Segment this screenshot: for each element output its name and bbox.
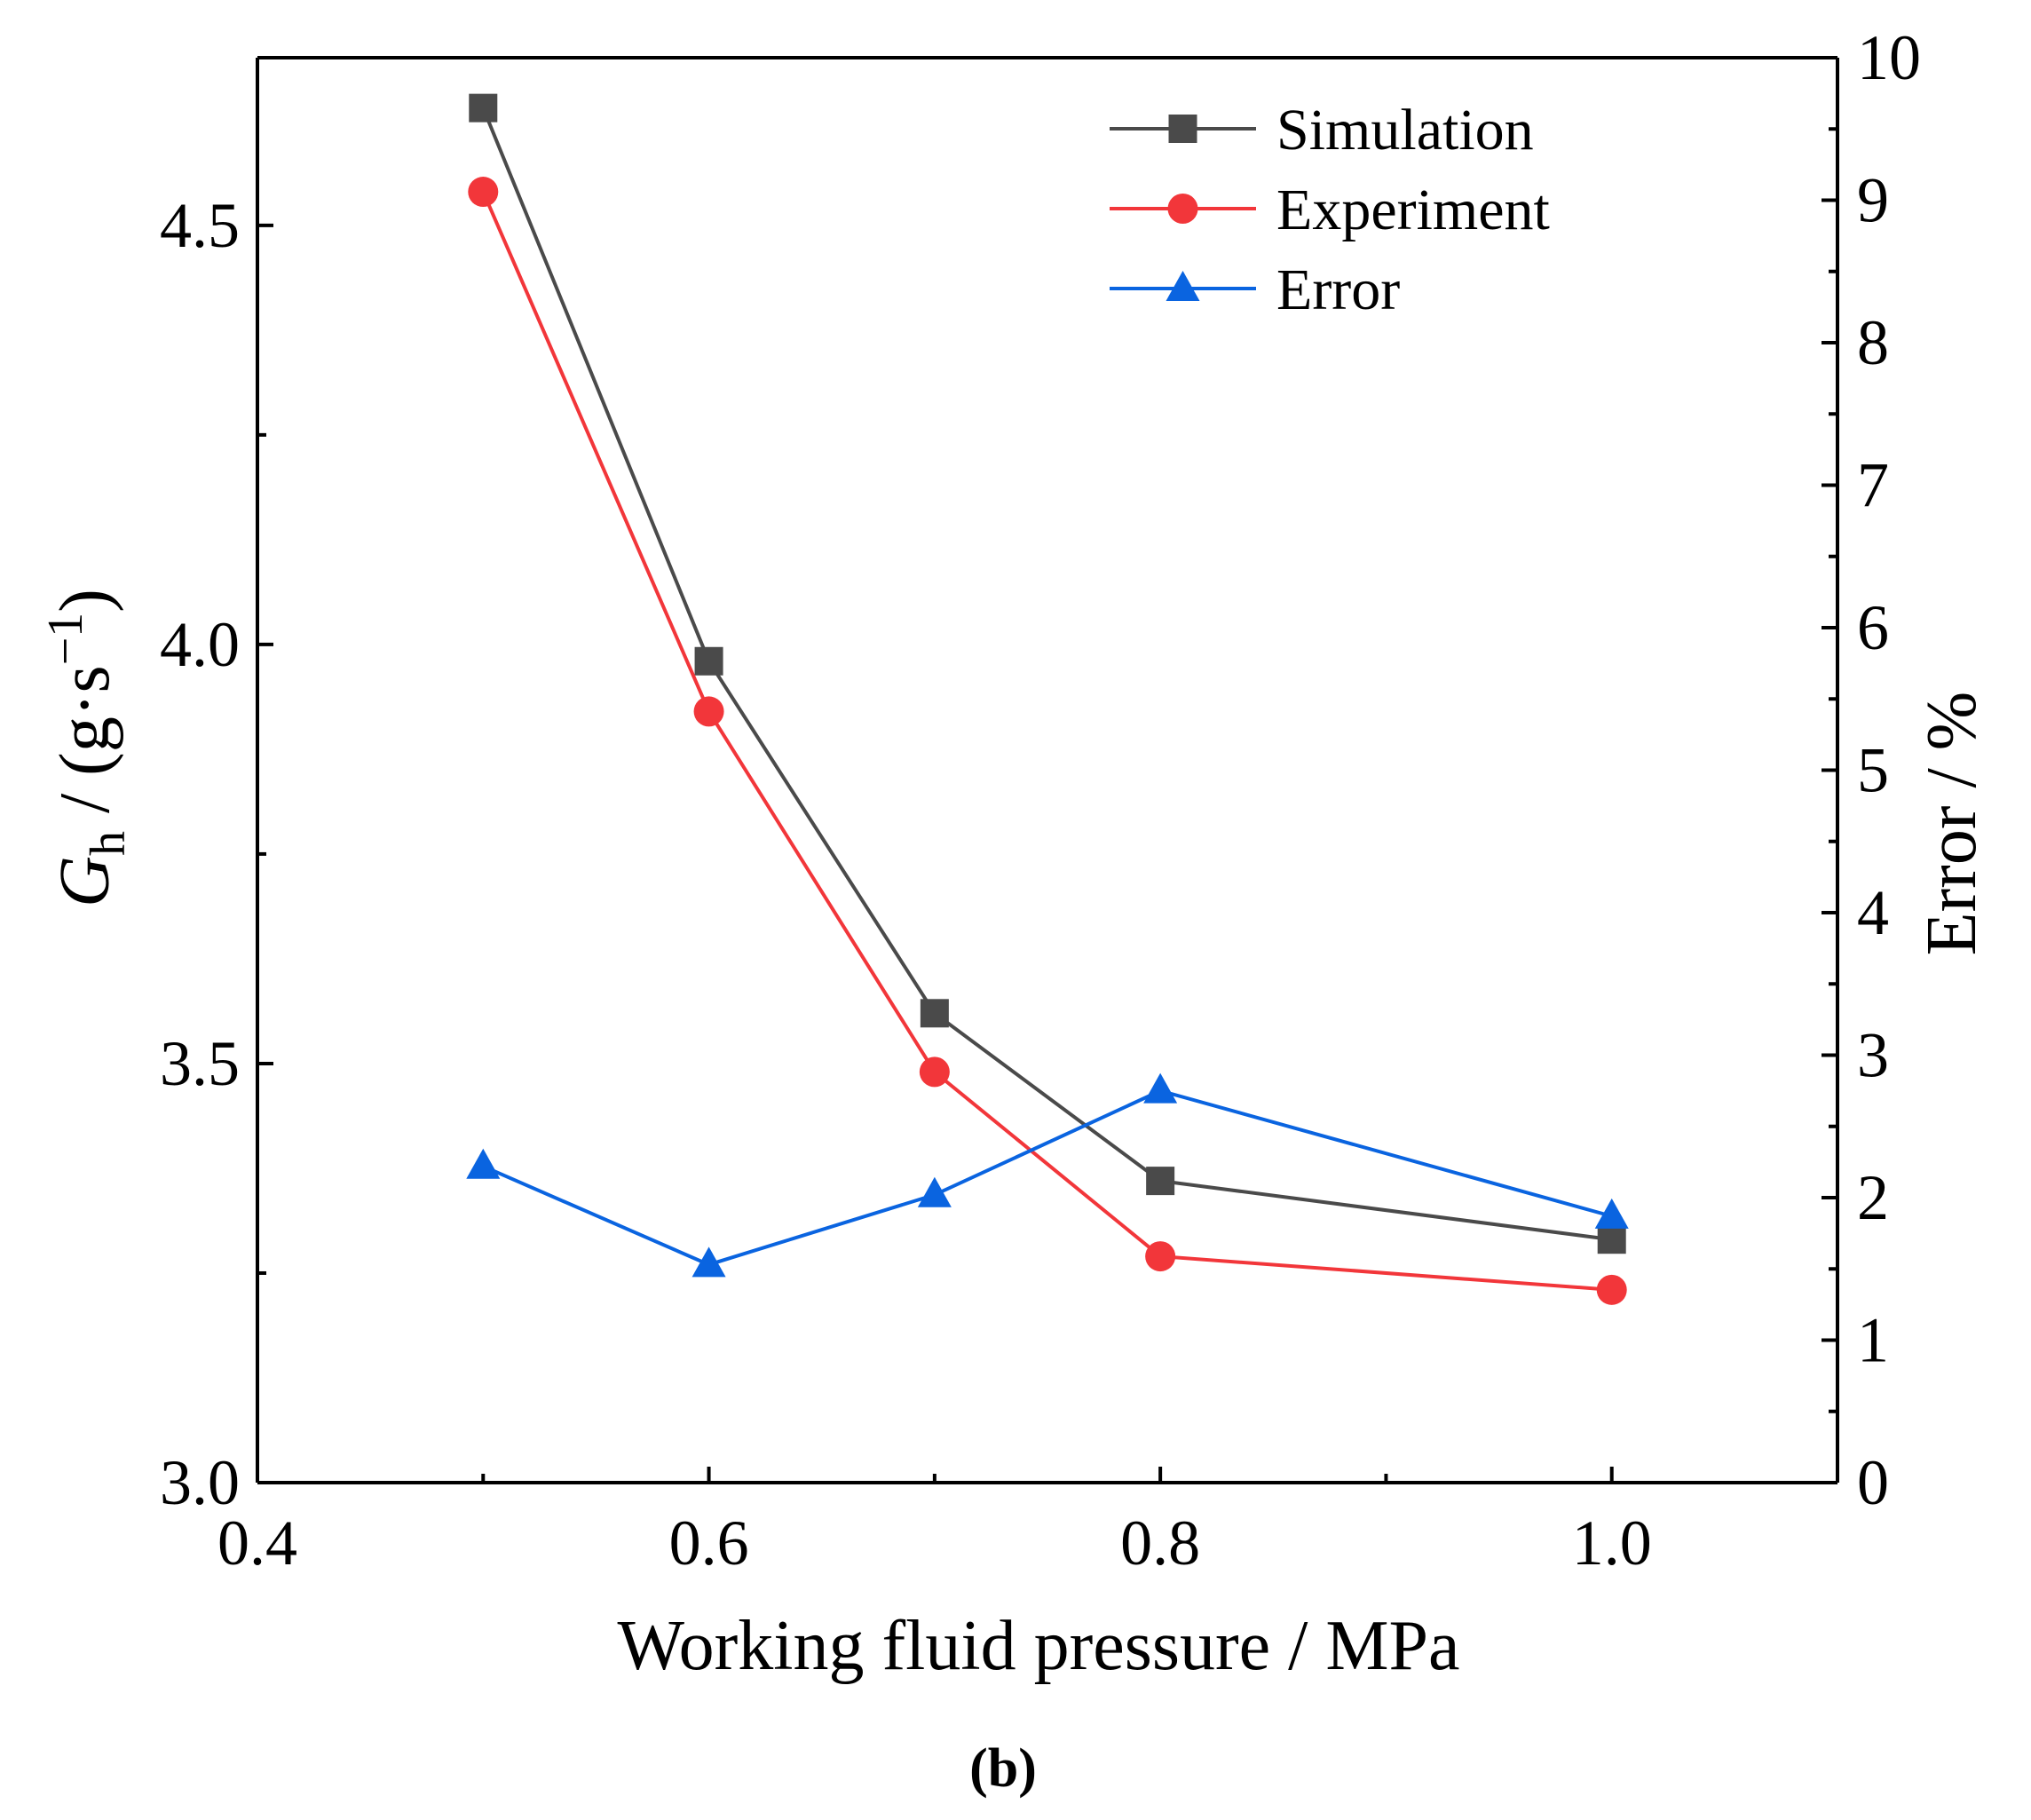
y-right-tick-label: 3 [1857, 1020, 1889, 1091]
y-right-tick-label: 1 [1857, 1305, 1889, 1376]
y-axis-right-title: Error / % [1913, 692, 1991, 956]
simulation-line [481, 107, 1612, 1242]
legend-marker-experiment [1167, 194, 1198, 224]
y-right-tick-label: 6 [1857, 592, 1889, 663]
y-left-tick-label: 4.5 [160, 190, 240, 261]
series-experiment [468, 177, 1627, 1305]
legend-marker-simulation [1168, 115, 1197, 143]
series-error [466, 1072, 1629, 1278]
y-left-tick-label: 3.0 [160, 1447, 240, 1518]
legend-marker-error [1166, 271, 1200, 301]
y-right-tick-label: 5 [1857, 735, 1889, 806]
y-right-tick-label: 9 [1857, 165, 1889, 236]
x-tick-label: 0.8 [1120, 1507, 1200, 1579]
error-point [1143, 1072, 1178, 1104]
y-right-tick-label: 4 [1857, 877, 1889, 948]
y-left-title-exponent: −1 [38, 613, 93, 666]
y-right-tick-label: 10 [1857, 22, 1921, 93]
x-tick-label: 0.4 [217, 1507, 297, 1579]
series-layer [466, 93, 1629, 1305]
error-point [1594, 1198, 1629, 1229]
axis-titles: Working fluid pressure / MPa Gh / (g·s−1)… [38, 589, 1991, 1799]
y-left-title-subscript: h [81, 831, 136, 856]
simulation-point [1597, 1225, 1626, 1254]
panel-label: (b) [969, 1738, 1037, 1799]
y-right-tick-label: 0 [1857, 1447, 1889, 1518]
y-right-tick-label: 7 [1857, 450, 1889, 521]
experiment-point [1596, 1274, 1627, 1305]
x-tick-label: 0.6 [669, 1507, 749, 1579]
simulation-point [694, 646, 723, 676]
x-tick-label: 1.0 [1572, 1507, 1652, 1579]
experiment-point [919, 1056, 950, 1088]
error-point [691, 1246, 726, 1278]
simulation-point [469, 93, 498, 123]
legend-label-experiment: Experiment [1276, 178, 1550, 242]
error-point [466, 1148, 501, 1179]
axes: 0.4 0.6 0.8 1.0 3.0 3.5 4.0 4.5 0 1 2 3 4 5 6 7 8 9 10 [160, 22, 1921, 1579]
experiment-line [481, 191, 1612, 1292]
simulation-point [920, 999, 949, 1028]
y-right-tick-label: 2 [1857, 1162, 1889, 1233]
y-left-tick-label: 3.5 [160, 1028, 240, 1099]
experiment-point [693, 696, 724, 727]
legend-label-error: Error [1276, 257, 1400, 322]
experiment-point [1145, 1241, 1176, 1272]
y-left-title-close: ) [46, 589, 124, 613]
x-axis-title: Working fluid pressure / MPa [618, 1607, 1460, 1685]
y-axis-left-title: Gh / (g·s−1) [38, 589, 136, 907]
y-right-tick-label: 8 [1857, 307, 1889, 378]
error-point [917, 1176, 952, 1207]
simulation-point [1146, 1167, 1175, 1196]
experiment-point [468, 177, 499, 208]
legend-label-simulation: Simulation [1276, 98, 1534, 162]
legend: Simulation Experiment Error [1110, 98, 1550, 322]
y-left-title-units: / (g·s [46, 665, 124, 831]
series-simulation [469, 93, 1626, 1254]
y-left-title-symbol: G [46, 856, 124, 907]
error-line [482, 1088, 1613, 1267]
y-left-tick-label: 4.0 [160, 609, 240, 680]
